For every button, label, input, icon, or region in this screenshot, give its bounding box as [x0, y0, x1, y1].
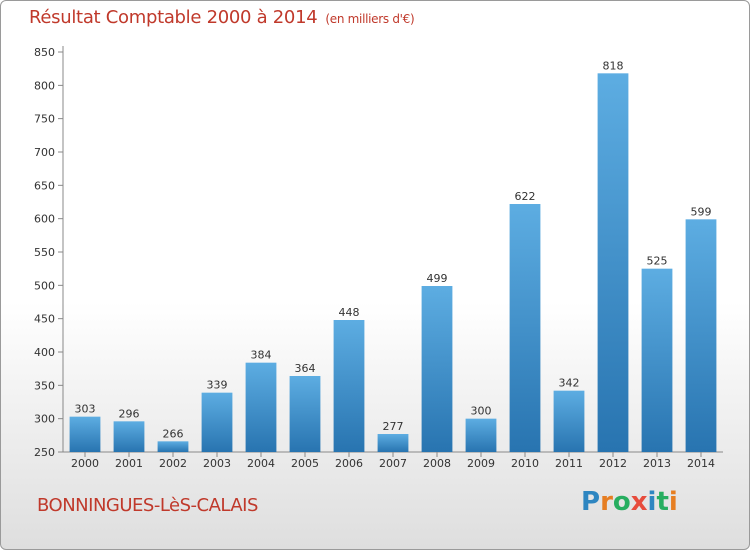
x-tick-label: 2005 [291, 457, 319, 470]
bar-value-label: 499 [427, 272, 448, 285]
y-tick-label: 250 [34, 446, 55, 459]
y-tick-label: 650 [34, 179, 55, 192]
bar [553, 390, 585, 452]
x-tick-label: 2008 [423, 457, 451, 470]
bar [201, 392, 233, 452]
y-tick-label: 550 [34, 246, 55, 259]
y-tick-label: 450 [34, 313, 55, 326]
proxiti-logo: Proxiti [581, 487, 678, 517]
y-tick-label: 300 [34, 413, 55, 426]
bar-value-label: 342 [559, 377, 580, 390]
chart-subtitle: (en milliers d'€) [325, 12, 415, 26]
x-tick-label: 2010 [511, 457, 539, 470]
logo-letter: i [668, 487, 678, 517]
x-tick-label: 2012 [599, 457, 627, 470]
y-tick-label: 500 [34, 279, 55, 292]
y-tick-label: 700 [34, 146, 55, 159]
x-tick-label: 2011 [555, 457, 583, 470]
x-tick-label: 2006 [335, 457, 363, 470]
bar-value-label: 384 [251, 349, 272, 362]
x-tick-label: 2004 [247, 457, 275, 470]
bar [113, 421, 145, 452]
x-tick-label: 2001 [115, 457, 143, 470]
bar [641, 268, 673, 452]
logo-letter: i [647, 487, 657, 517]
bar [69, 416, 101, 452]
bar [465, 418, 497, 452]
y-tick-label: 350 [34, 379, 55, 392]
chart-title: Résultat Comptable 2000 à 2014 (en millie… [29, 7, 415, 28]
x-tick-label: 2000 [71, 457, 99, 470]
bar-value-label: 339 [207, 379, 228, 392]
y-tick-label: 850 [34, 46, 55, 59]
logo-letter: t [656, 487, 669, 517]
bar-value-label: 300 [471, 405, 492, 418]
bar [157, 441, 189, 452]
bar-value-label: 277 [383, 420, 404, 433]
logo-letter: o [612, 487, 631, 517]
bar-value-label: 818 [603, 59, 624, 72]
bar [685, 219, 717, 452]
bar-value-label: 296 [119, 407, 140, 420]
bar [377, 434, 409, 452]
logo-letter: r [600, 487, 613, 517]
bar-value-label: 266 [163, 427, 184, 440]
chart-bars: 303 296 266 339 384 364 448 277 499 300 622 342 818 5… [69, 59, 717, 452]
logo-letter: x [630, 487, 648, 517]
y-tick-label: 600 [34, 213, 55, 226]
bar-value-label: 303 [75, 403, 96, 416]
bar-value-label: 525 [647, 255, 668, 268]
bar [421, 286, 453, 452]
x-tick-label: 2002 [159, 457, 187, 470]
bar-value-label: 364 [295, 362, 316, 375]
bar [245, 362, 277, 452]
x-tick-label: 2007 [379, 457, 407, 470]
bar-value-label: 448 [339, 306, 360, 319]
bar [597, 73, 629, 452]
bar [333, 320, 365, 452]
x-tick-label: 2009 [467, 457, 495, 470]
x-tick-label: 2003 [203, 457, 231, 470]
bar-value-label: 622 [515, 190, 536, 203]
commune-name: BONNINGUES-LèS-CALAIS [37, 495, 258, 516]
x-tick-label: 2014 [687, 457, 715, 470]
bar-value-label: 599 [691, 205, 712, 218]
chart-title-text: Résultat Comptable 2000 à 2014 [29, 7, 318, 28]
y-tick-label: 750 [34, 113, 55, 126]
y-tick-label: 400 [34, 346, 55, 359]
logo-letter: P [581, 487, 601, 517]
x-tick-label: 2013 [643, 457, 671, 470]
bar [509, 204, 541, 452]
bar [289, 376, 321, 452]
y-tick-label: 800 [34, 79, 55, 92]
